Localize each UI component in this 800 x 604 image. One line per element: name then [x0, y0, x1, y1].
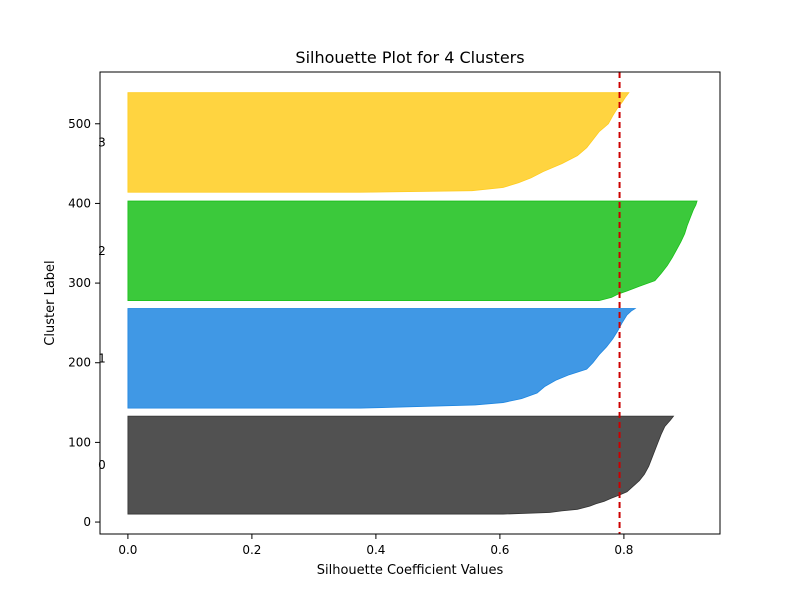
plot-area-frame	[99, 71, 721, 535]
x-tick-label: 0.2	[242, 543, 261, 557]
x-tick-label: 0.8	[614, 543, 633, 557]
x-axis-ticks: 0.0 0.2 0.4 0.6 0.8	[118, 534, 633, 557]
cluster-0-silhouette	[127, 415, 675, 515]
cluster-2-label: 2	[98, 244, 106, 258]
y-tick-label: 200	[68, 356, 91, 370]
series-layer	[127, 92, 698, 515]
cluster-3-silhouette	[127, 92, 630, 193]
cluster-0-label: 0	[98, 458, 106, 472]
y-tick-label: 100	[68, 435, 91, 449]
y-axis-ticks: 0 100 200 300 400 500	[68, 117, 100, 529]
y-tick-label: 300	[68, 276, 91, 290]
x-tick-label: 0.4	[366, 543, 385, 557]
cluster-1-silhouette	[127, 308, 637, 409]
cluster-1-label: 1	[98, 351, 106, 365]
chart-title: Silhouette Plot for 4 Clusters	[295, 48, 524, 67]
cluster-2-silhouette	[127, 200, 698, 302]
x-tick-label: 0.0	[118, 543, 137, 557]
y-tick-label: 400	[68, 196, 91, 210]
cluster-labels: 0 1 2 3	[98, 135, 106, 472]
x-axis-label: Silhouette Coefficient Values	[317, 563, 504, 578]
y-tick-label: 0	[83, 515, 91, 529]
x-tick-label: 0.6	[490, 543, 509, 557]
y-tick-label: 500	[68, 117, 91, 131]
y-axis-label: Cluster Label	[43, 260, 58, 345]
cluster-3-label: 3	[98, 135, 106, 149]
